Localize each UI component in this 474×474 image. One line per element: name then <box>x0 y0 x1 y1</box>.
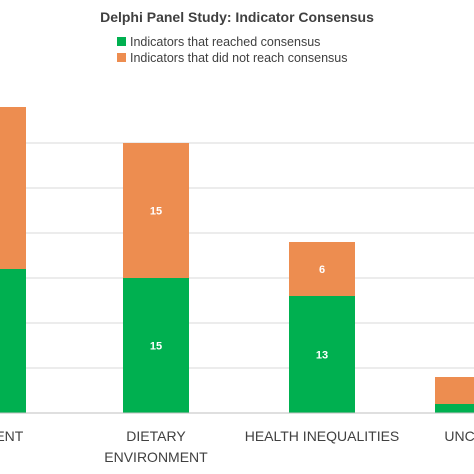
bar-segment-consensus <box>289 296 355 413</box>
category-label: ONMENT <box>0 428 24 444</box>
bar-segment-no-consensus <box>0 107 26 269</box>
legend-swatch-consensus <box>117 37 126 46</box>
bar-segment-consensus <box>123 278 189 413</box>
bar-segment-consensus <box>0 269 26 413</box>
chart-title: Delphi Panel Study: Indicator Consensus <box>100 9 374 25</box>
data-label: 15 <box>150 206 162 218</box>
data-label: 6 <box>319 264 325 276</box>
data-label: 13 <box>316 350 328 362</box>
category-label: HEALTH INEQUALITIES <box>245 428 400 444</box>
bar-segment-no-consensus <box>123 143 189 278</box>
legend-label-no-consensus: Indicators that did not reach consensus <box>130 51 348 65</box>
category-label: UNCAT <box>444 428 474 444</box>
category-label: DIETARY <box>126 428 186 444</box>
legend: Indicators that reached consensus Indica… <box>117 35 348 65</box>
bar-segment-no-consensus <box>435 377 474 404</box>
data-labels: 15 15 13 6 <box>150 206 328 362</box>
legend-swatch-no-consensus <box>117 53 126 62</box>
legend-label-consensus: Indicators that reached consensus <box>130 35 320 49</box>
bars <box>0 107 474 413</box>
bar-segment-no-consensus <box>289 242 355 296</box>
category-labels: ONMENT DIETARY ENVIRONMENT HEALTH INEQUALIT… <box>0 428 474 465</box>
category-label: ENVIRONMENT <box>104 449 208 465</box>
data-label: 15 <box>150 341 162 353</box>
gridlines <box>0 142 474 369</box>
bar-segment-consensus <box>435 404 474 413</box>
